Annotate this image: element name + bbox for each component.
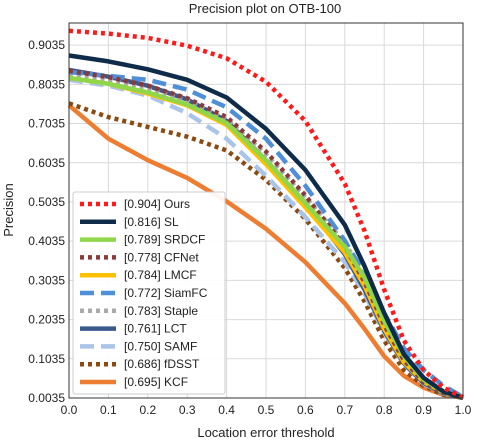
legend-label: [0.816] SL: [124, 215, 179, 229]
x-tick-label: 0.1: [100, 403, 117, 417]
x-tick-label: 0.4: [218, 403, 235, 417]
y-tick-label: 0.1035: [28, 352, 65, 366]
plot-frame: [68, 22, 464, 399]
y-tick-label: 0.6035: [28, 156, 65, 170]
x-tick-label: 0.2: [139, 403, 156, 417]
legend-label: [0.789] SRDCF: [124, 233, 205, 247]
y-tick-label: 0.5035: [28, 195, 65, 209]
x-tick-label: 0.8: [376, 403, 393, 417]
legend: [0.904] Ours [0.816] SL [0.789] SRDCF [0.77…: [72, 191, 226, 395]
x-tick-label: 0.6: [297, 403, 314, 417]
x-axis-label: Location error threshold: [197, 425, 334, 440]
x-tick-label: 0.3: [179, 403, 196, 417]
y-tick-labels: 0.0035 0.1035 0.2035 0.3035 0.4035 0.5035 0.60…: [28, 38, 65, 405]
legend-label: [0.772] SiamFC: [124, 286, 208, 300]
legend-label: [0.686] fDSST: [124, 357, 200, 371]
legend-label: [0.750] SAMF: [124, 339, 197, 353]
x-tick-label: 0.5: [258, 403, 275, 417]
legend-label: [0.783] Staple: [124, 304, 198, 318]
y-axis-label: Precision: [1, 183, 16, 236]
legend-label: [0.904] Ours: [124, 197, 190, 211]
y-tick-label: 0.2035: [28, 313, 65, 327]
x-tick-label: 1.0: [455, 403, 472, 417]
x-tick-label: 0.0: [61, 403, 78, 417]
x-tick-label: 0.7: [336, 403, 353, 417]
x-tick-label: 0.9: [415, 403, 432, 417]
series-line-0-772-siamfc: [68, 69, 465, 399]
y-tick-label: 0.9035: [28, 38, 65, 52]
series-line-0-686-fdsst: [68, 101, 464, 401]
legend-label: [0.695] KCF: [124, 375, 188, 389]
y-tick-label: 0.8035: [28, 77, 65, 91]
y-tick-label: 0.0035: [28, 391, 65, 405]
y-tick-label: 0.7035: [28, 117, 65, 131]
legend-label: [0.784] LMCF: [124, 268, 197, 282]
x-tick-labels: 0.0 0.1 0.2 0.3 0.4 0.5 0.6 0.7 0.8 0.9 1.0: [61, 403, 472, 417]
y-tick-label: 0.3035: [28, 273, 65, 287]
chart-title: Precision plot on OTB-100: [189, 1, 341, 16]
y-tick-label: 0.4035: [28, 234, 65, 248]
legend-label: [0.761] LCT: [124, 322, 187, 336]
series-line-0-750-samf: [68, 77, 464, 400]
legend-label: [0.778] CFNet: [124, 250, 199, 264]
legend-box: [72, 191, 226, 395]
series-line-0-904-ours: [68, 28, 465, 400]
series-line-0-816-sl: [68, 53, 464, 400]
series-lines: [67, 28, 465, 401]
